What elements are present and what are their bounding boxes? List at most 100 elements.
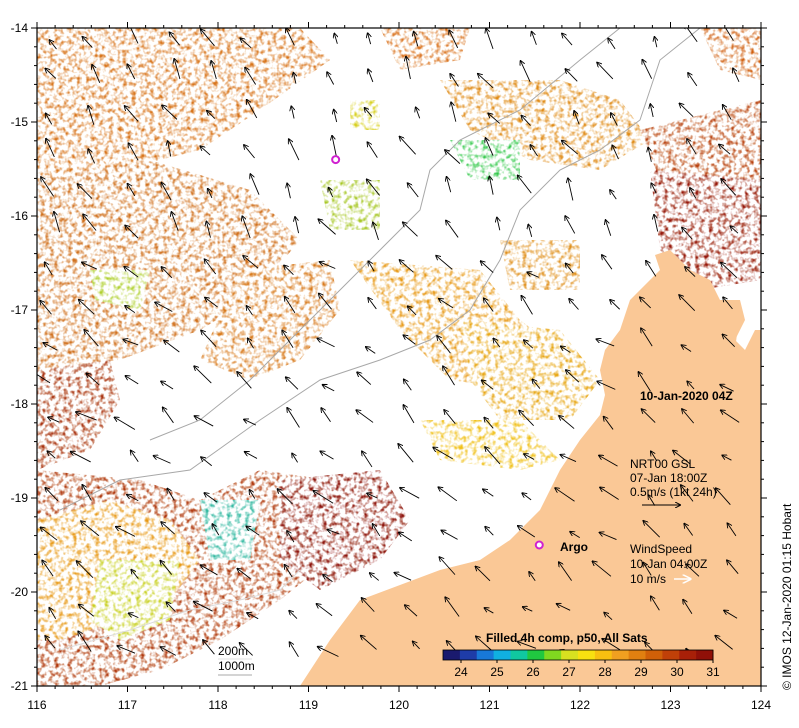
- vector-arrow: [362, 451, 373, 468]
- vector-arrow: [45, 262, 53, 276]
- vector-arrow: [592, 561, 612, 577]
- vector-arrow: [443, 366, 455, 386]
- vector-arrow: [82, 262, 98, 270]
- vector-arrow: [83, 214, 97, 231]
- vector-arrow: [574, 111, 580, 125]
- vector-arrow: [243, 256, 259, 269]
- vector-arrow: [291, 106, 294, 119]
- vector-arrow: [643, 521, 661, 538]
- vector-arrow: [317, 338, 335, 348]
- vector-arrow: [285, 565, 293, 578]
- vector-arrow: [489, 177, 494, 195]
- vector-arrow: [721, 263, 738, 279]
- vector-arrow: [47, 451, 56, 459]
- wind-scale: 10 m/s: [630, 572, 666, 586]
- vector-arrow: [416, 107, 421, 119]
- vector-arrow: [716, 488, 731, 505]
- vector-arrow: [524, 340, 534, 349]
- vector-arrow: [249, 490, 256, 499]
- vector-arrow: [687, 381, 695, 390]
- y-tick-label: -15: [11, 115, 29, 129]
- vector-arrow: [518, 642, 537, 649]
- vector-arrow: [485, 447, 501, 465]
- vector-arrow: [317, 604, 333, 617]
- vector-arrow: [247, 100, 258, 119]
- vector-arrow: [86, 373, 100, 386]
- vector-arrow: [84, 330, 99, 347]
- vector-arrow: [116, 527, 136, 537]
- vector-arrow: [715, 636, 733, 650]
- vector-arrow: [125, 376, 139, 385]
- vector-arrow: [565, 216, 576, 234]
- vector-arrow: [648, 148, 651, 162]
- vector-arrow: [721, 410, 740, 423]
- vector-arrow: [246, 306, 253, 316]
- vector-arrow: [685, 28, 698, 43]
- vector-arrow: [167, 489, 175, 501]
- vector-arrow: [683, 600, 693, 615]
- vector-arrow: [600, 533, 617, 541]
- vector-arrow: [287, 408, 300, 428]
- vector-arrow: [42, 560, 54, 577]
- vector-arrow: [161, 522, 175, 535]
- land-mass: [300, 250, 761, 686]
- vector-arrow: [167, 602, 176, 612]
- vector-arrow: [88, 149, 95, 164]
- colorbar-tick-label: 31: [706, 665, 720, 679]
- vector-arrow: [610, 190, 617, 200]
- vector-arrow: [125, 306, 136, 314]
- vector-arrow: [320, 262, 336, 269]
- vector-arrow: [45, 488, 59, 502]
- vector-arrow: [77, 561, 94, 578]
- wind-legend: WindSpeed 10-Jan 04:00Z 10 m/s: [630, 542, 707, 586]
- vector-arrow: [362, 598, 375, 612]
- vector-arrow: [532, 32, 537, 45]
- y-tick-label: -20: [11, 585, 29, 599]
- vector-arrow: [361, 636, 377, 650]
- vector-arrow: [559, 416, 575, 429]
- vector-arrow: [599, 455, 618, 467]
- vector-arrow: [127, 495, 139, 502]
- vector-arrow: [561, 346, 571, 353]
- vector-arrow: [681, 485, 694, 502]
- vector-arrow: [194, 602, 213, 612]
- vector-arrow: [79, 300, 95, 315]
- vector-arrow: [722, 455, 732, 461]
- vector-arrow: [46, 113, 53, 125]
- colorbar-band: [696, 650, 714, 660]
- colorbar-band: [662, 650, 680, 660]
- colorbar-band: [527, 650, 545, 660]
- vector-arrow: [237, 372, 252, 389]
- vector-arrow: [292, 454, 298, 463]
- vector-arrow: [562, 141, 578, 155]
- vector-arrow: [602, 255, 613, 270]
- vector-arrow: [41, 177, 54, 197]
- vector-arrow: [679, 295, 696, 312]
- vector-arrow: [446, 221, 459, 238]
- vector-arrow: [248, 338, 254, 349]
- vector-arrow: [357, 372, 372, 385]
- vector-arrow: [597, 381, 616, 390]
- vector-arrow: [49, 40, 57, 50]
- vector-arrow: [394, 573, 412, 581]
- vector-arrow: [368, 298, 377, 310]
- vector-arrow: [334, 34, 337, 44]
- vector-arrow: [646, 261, 657, 277]
- vector-arrow: [485, 527, 494, 536]
- colorbar-tick-label: 26: [526, 665, 540, 679]
- vector-arrow: [519, 411, 534, 427]
- colorbar-tick-label: 30: [670, 665, 684, 679]
- vector-arrow: [439, 299, 454, 309]
- vector-arrow: [318, 647, 339, 657]
- vector-arrow: [406, 57, 411, 80]
- vector-arrow: [160, 561, 173, 575]
- vector-arrow: [600, 487, 619, 500]
- vector-arrow: [201, 565, 218, 576]
- credit-label: © IMOS 12-Jan-2020 01:15 Hobart: [780, 503, 794, 690]
- vector-arrow: [682, 345, 692, 352]
- vector-arrow: [566, 263, 574, 274]
- vector-arrow: [208, 189, 213, 199]
- vector-arrow: [49, 608, 57, 620]
- sst-layer: [37, 28, 761, 686]
- colorbar-band: [578, 650, 596, 660]
